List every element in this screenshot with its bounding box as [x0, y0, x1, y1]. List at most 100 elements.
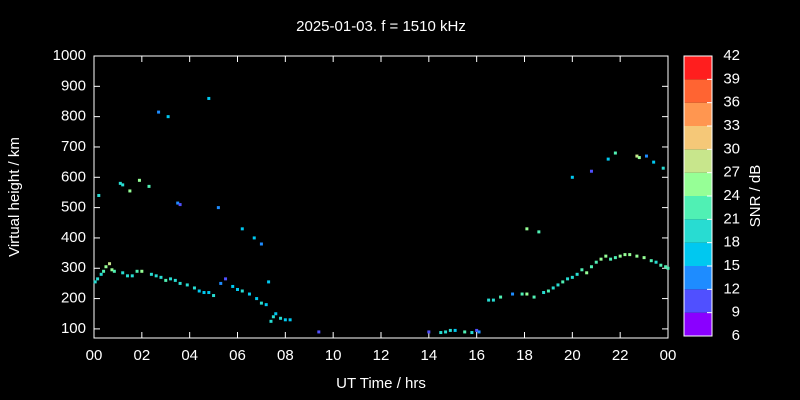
data-point [207, 96, 211, 100]
data-point [288, 318, 292, 322]
colorbar-band [684, 196, 712, 220]
data-point [99, 272, 103, 276]
data-point [525, 292, 529, 296]
colorbar-tick-label: 30 [723, 140, 740, 157]
data-point [135, 269, 139, 273]
x-tick-label: 12 [373, 347, 390, 364]
colorbar-tick-label: 27 [723, 164, 740, 181]
data-point [212, 294, 216, 298]
data-point [176, 201, 180, 205]
y-tick-label: 900 [61, 77, 86, 94]
data-point [520, 292, 524, 296]
data-point [259, 242, 263, 246]
data-point [589, 169, 593, 173]
data-point [661, 166, 665, 170]
data-point [178, 203, 182, 207]
data-point [570, 175, 574, 179]
data-point [128, 189, 132, 193]
data-point [659, 263, 663, 267]
data-point [240, 227, 244, 231]
data-point [604, 254, 608, 258]
data-point [448, 328, 452, 332]
data-point [585, 271, 589, 275]
data-point [561, 280, 565, 284]
data-point [551, 286, 555, 290]
colorbar-band [684, 126, 712, 150]
y-tick-label: 100 [61, 320, 86, 337]
data-point [121, 271, 125, 275]
data-point [635, 254, 639, 258]
y-tick-label: 300 [61, 259, 86, 276]
data-point [453, 328, 457, 332]
colorbar-tick-label: 21 [723, 210, 740, 227]
x-tick-label: 20 [564, 347, 581, 364]
data-point [546, 289, 550, 293]
data-point [654, 260, 658, 264]
data-point [207, 291, 211, 295]
colorbar-band [684, 79, 712, 103]
data-point [642, 256, 646, 260]
data-point [477, 330, 481, 334]
x-tick-label: 14 [420, 347, 437, 364]
data-point [599, 257, 603, 261]
colorbar-tick-label: 24 [723, 187, 740, 204]
data-point [255, 297, 259, 301]
data-point [104, 265, 108, 269]
data-point [137, 178, 141, 182]
data-point [173, 278, 177, 282]
colorbar-band [684, 172, 712, 196]
x-tick-label: 18 [516, 347, 533, 364]
data-point [606, 157, 610, 161]
data-point [96, 277, 100, 281]
data-point [580, 268, 584, 272]
y-axis-label: Virtual height / km [6, 137, 23, 257]
data-point [491, 298, 495, 302]
colorbar-tick-label: 12 [723, 280, 740, 297]
data-point [219, 281, 223, 285]
data-point [271, 315, 275, 319]
data-point [197, 289, 201, 293]
colorbar-tick-label: 9 [732, 304, 740, 321]
data-point [147, 184, 151, 188]
data-point [463, 330, 467, 334]
data-point [130, 274, 134, 278]
data-point [637, 156, 641, 160]
data-point [118, 181, 122, 185]
data-point [444, 330, 448, 334]
colorbar-band [684, 149, 712, 173]
data-point [652, 160, 656, 164]
data-point [216, 206, 220, 210]
y-tick-label: 600 [61, 168, 86, 185]
data-point [267, 280, 271, 284]
data-point [166, 115, 170, 119]
data-point [439, 331, 443, 335]
y-tick-label: 700 [61, 138, 86, 155]
x-tick-label: 00 [660, 347, 677, 364]
y-tick-label: 500 [61, 199, 86, 216]
data-point [178, 281, 182, 285]
data-point [112, 269, 116, 273]
data-point [102, 269, 106, 273]
data-point [532, 295, 536, 299]
data-point [140, 269, 144, 273]
data-point [93, 280, 97, 284]
data-point [108, 262, 112, 266]
data-point [570, 275, 574, 279]
colorbar-label: SNR / dB [747, 165, 764, 228]
data-point [279, 316, 283, 320]
data-point [649, 259, 653, 263]
x-tick-label: 00 [86, 347, 103, 364]
data-point [566, 277, 570, 281]
data-point [274, 312, 278, 316]
data-point [125, 274, 129, 278]
data-point [623, 253, 627, 257]
x-axis-label: UT Time / hrs [336, 375, 426, 392]
data-point [269, 319, 273, 323]
colorbar-band [684, 266, 712, 290]
data-point [192, 286, 196, 290]
data-point [613, 256, 617, 260]
data-point [499, 295, 503, 299]
data-point [317, 330, 321, 334]
